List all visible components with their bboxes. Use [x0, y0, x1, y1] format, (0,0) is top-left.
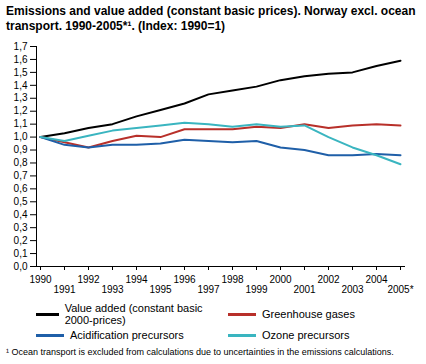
svg-text:0,0: 0,0 [14, 261, 28, 272]
svg-text:0,2: 0,2 [14, 235, 28, 246]
svg-text:1998: 1998 [221, 274, 244, 285]
svg-text:0,3: 0,3 [14, 222, 28, 233]
svg-text:0,1: 0,1 [14, 248, 28, 259]
svg-text:1993: 1993 [101, 284, 124, 295]
svg-text:1,0: 1,0 [14, 131, 28, 142]
svg-text:2003: 2003 [341, 284, 364, 295]
svg-text:1994: 1994 [125, 274, 148, 285]
svg-text:0,7: 0,7 [14, 170, 28, 181]
svg-text:0,6: 0,6 [14, 183, 28, 194]
svg-text:1,7: 1,7 [14, 41, 28, 52]
svg-text:1,5: 1,5 [14, 67, 28, 78]
svg-text:1999: 1999 [245, 284, 268, 295]
svg-text:1996: 1996 [173, 274, 196, 285]
svg-text:1992: 1992 [77, 274, 100, 285]
svg-text:1995: 1995 [149, 284, 172, 295]
svg-text:2002: 2002 [317, 274, 340, 285]
html-text:¹ Ocean transport is excluded: ¹ Ocean transport is excluded from calcu… [6, 347, 394, 357]
svg-text:1,4: 1,4 [14, 80, 28, 91]
svg-text:1997: 1997 [197, 284, 220, 295]
svg-text:1,3: 1,3 [14, 92, 28, 103]
svg-text:0,8: 0,8 [14, 157, 28, 168]
html-text:Greenhouse gases: Greenhouse gases [262, 308, 355, 320]
html-text:Ozone precursors: Ozone precursors [262, 329, 350, 341]
svg-text:1,6: 1,6 [14, 54, 28, 65]
svg-text:2005*: 2005* [387, 284, 413, 295]
svg-text:2001: 2001 [293, 284, 316, 295]
html-text:Value added (constant basic 20: Value added (constant basic 2000-prices) [64, 302, 203, 326]
svg-text:1990: 1990 [29, 274, 52, 285]
svg-text:0,5: 0,5 [14, 196, 28, 207]
html-text:Acidification precursors: Acidification precursors [70, 329, 184, 341]
svg-text:1991: 1991 [53, 284, 76, 295]
svg-text:1,1: 1,1 [14, 118, 28, 129]
svg-text:1,2: 1,2 [14, 105, 28, 116]
svg-text:0,9: 0,9 [14, 144, 28, 155]
svg-text:2004: 2004 [365, 274, 388, 285]
svg-text:2000: 2000 [269, 274, 292, 285]
svg-text:0,4: 0,4 [14, 209, 28, 220]
html-text:Emissions and value added (con: Emissions and value added (constant basi… [6, 4, 416, 33]
